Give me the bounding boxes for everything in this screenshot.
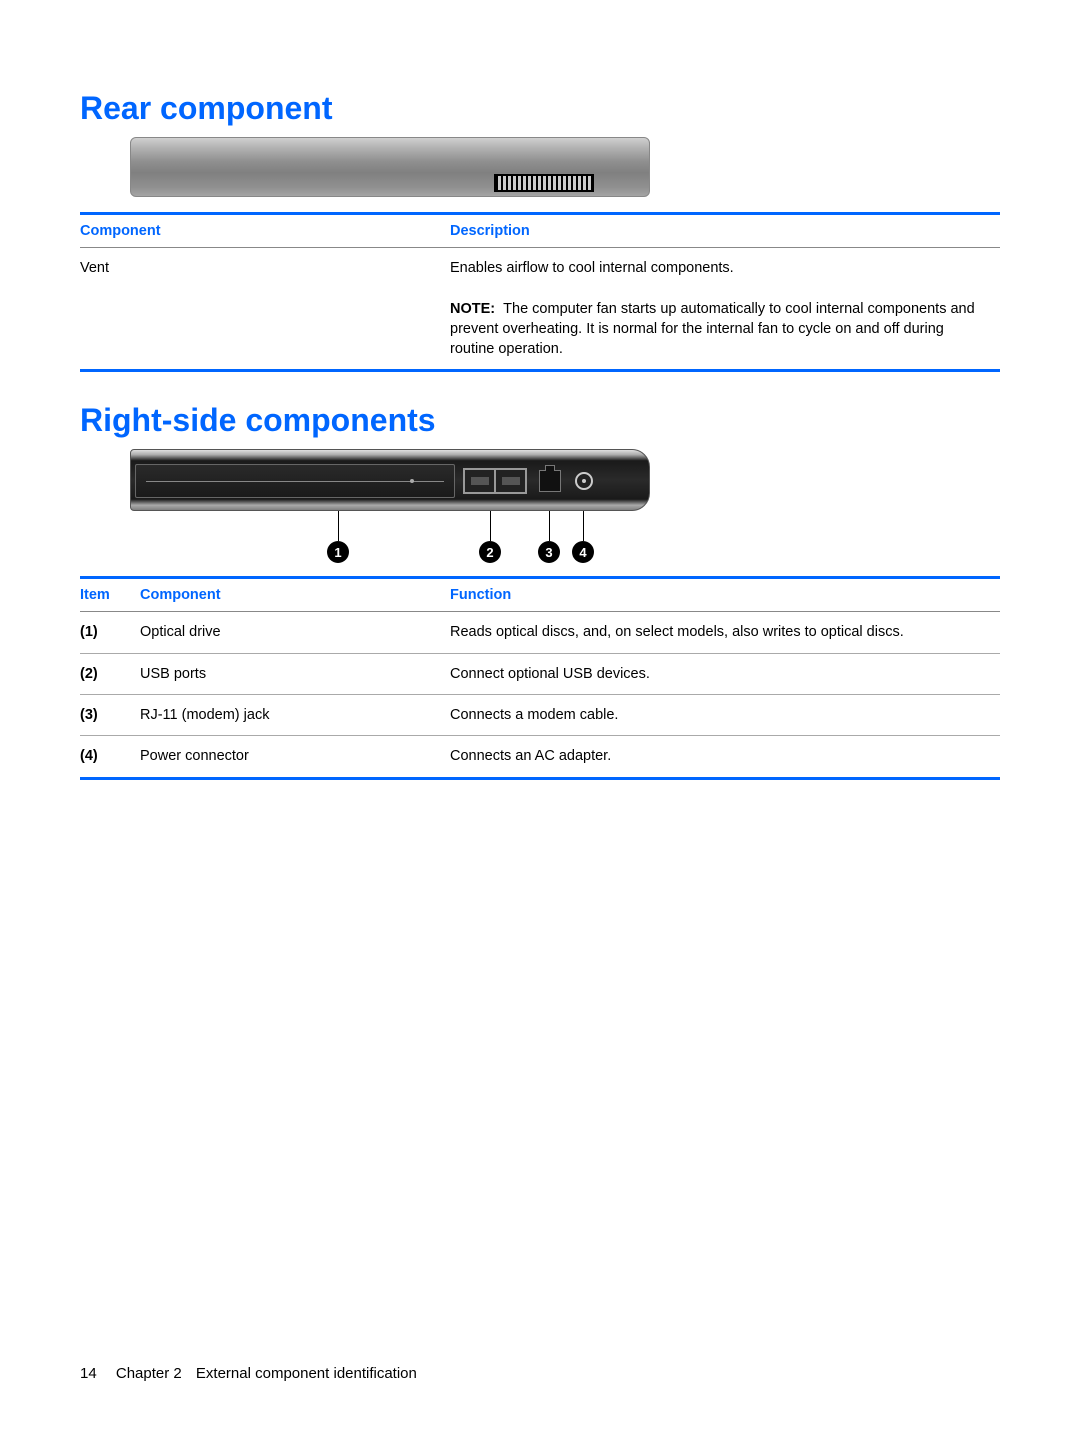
table-row: (3)RJ-11 (modem) jackConnects a modem ca… (80, 695, 1000, 736)
right-side-table: Item Component Function (1)Optical drive… (80, 576, 1000, 779)
cell-description: Enables airflow to cool internal compone… (450, 248, 1000, 371)
table-row: (1)Optical driveReads optical discs, and… (80, 612, 1000, 653)
cell-component: RJ-11 (modem) jack (140, 695, 450, 736)
heading-rear: Rear component (80, 90, 1000, 127)
desc-text: Enables airflow to cool internal compone… (450, 260, 734, 276)
col-header-component: Component (80, 214, 450, 248)
table-row: Vent Enables airflow to cool internal co… (80, 248, 1000, 371)
usb-ports-icon (463, 468, 527, 494)
col-header-component: Component (140, 578, 450, 612)
col-header-function: Function (450, 578, 1000, 612)
chapter-title: External component identification (196, 1365, 417, 1382)
callout-line (583, 511, 584, 541)
callout-badge: 2 (479, 541, 501, 563)
cell-component: Vent (80, 248, 450, 371)
cell-component: Power connector (140, 736, 450, 778)
callout-line (490, 511, 491, 541)
cell-item: (3) (80, 695, 140, 736)
optical-drive-icon (135, 464, 455, 498)
page-footer: 14 Chapter 2 External component identifi… (80, 1365, 417, 1382)
callout-badge: 3 (538, 541, 560, 563)
table-row: (4)Power connectorConnects an AC adapter… (80, 736, 1000, 778)
page-number: 14 (80, 1365, 97, 1382)
rj11-jack-icon (539, 470, 561, 492)
laptop-side-body (130, 449, 650, 511)
col-header-description: Description (450, 214, 1000, 248)
callout-badge: 1 (327, 541, 349, 563)
callout-line (338, 511, 339, 541)
note-label: NOTE: (450, 301, 495, 317)
table-row: (2)USB portsConnect optional USB devices… (80, 653, 1000, 694)
cell-item: (2) (80, 653, 140, 694)
callout-badge: 4 (572, 541, 594, 563)
power-connector-icon (575, 472, 593, 490)
page: Rear component Component Description Ven… (0, 0, 1080, 1437)
col-header-item: Item (80, 578, 140, 612)
cell-component: Optical drive (140, 612, 450, 653)
cell-function: Reads optical discs, and, on select mode… (450, 612, 1000, 653)
note-text: The computer fan starts up automatically… (450, 301, 975, 358)
callout-line (549, 511, 550, 541)
cell-item: (1) (80, 612, 140, 653)
chapter-label: Chapter 2 (116, 1365, 182, 1382)
cell-component: USB ports (140, 653, 450, 694)
vent-grille-icon (494, 174, 594, 192)
cell-function: Connects an AC adapter. (450, 736, 1000, 778)
cell-function: Connect optional USB devices. (450, 653, 1000, 694)
heading-right-side: Right-side components (80, 402, 1000, 439)
cell-function: Connects a modem cable. (450, 695, 1000, 736)
callout-container: 1 2 34 (130, 511, 650, 566)
rear-diagram (130, 137, 650, 197)
cell-item: (4) (80, 736, 140, 778)
rear-table: Component Description Vent Enables airfl… (80, 212, 1000, 372)
right-side-diagram: 1 2 34 (130, 449, 650, 566)
